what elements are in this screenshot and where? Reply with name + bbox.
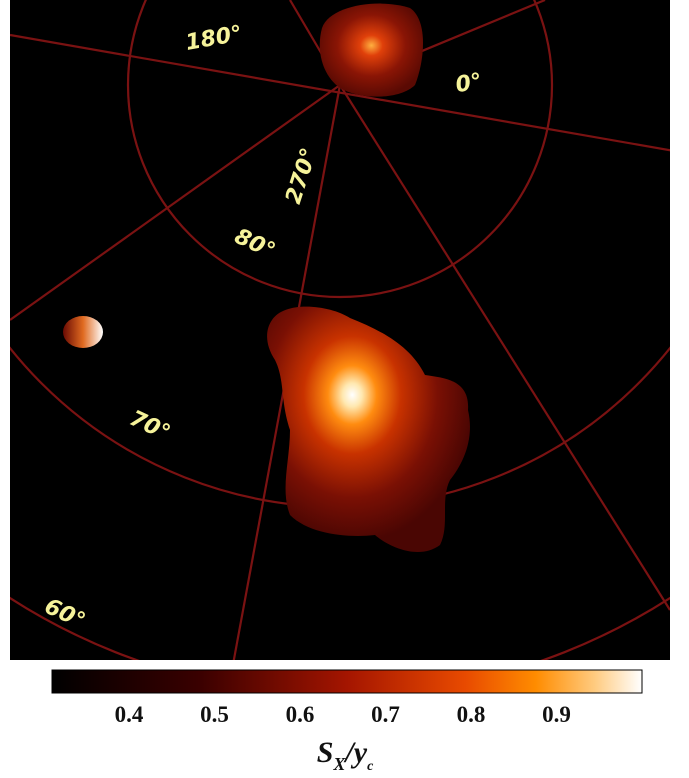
emission-blob — [319, 3, 424, 97]
label-part: S — [317, 736, 334, 769]
label-part: /y — [343, 736, 367, 769]
colorbar-label: SX/yc — [317, 736, 374, 774]
colorbar-tick-label: 0.8 — [457, 702, 486, 727]
colorbar-tick-label: 0.4 — [115, 702, 144, 727]
colorbar-tick-label: 0.5 — [200, 702, 229, 727]
label-part: c — [367, 759, 374, 774]
label-part: X — [332, 754, 346, 774]
colorbar — [51, 669, 643, 694]
colorbar-ticks: 0.4 0.5 0.6 0.7 0.8 0.9 — [115, 702, 571, 727]
colorbar-tick-label: 0.9 — [542, 702, 571, 727]
colorbar-tick-label: 0.6 — [286, 702, 315, 727]
emission-blob — [63, 316, 103, 348]
emission-blob — [267, 306, 470, 552]
colorbar-tick-label: 0.7 — [371, 702, 400, 727]
graticule-label: 0° — [454, 69, 484, 98]
